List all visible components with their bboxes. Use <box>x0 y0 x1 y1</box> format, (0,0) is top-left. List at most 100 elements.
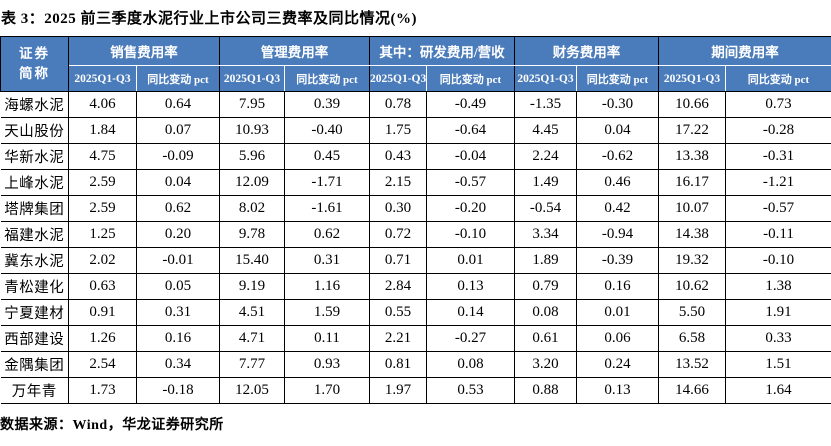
cell-r9-c1: 0.16 <box>136 325 220 352</box>
cell-r6-c6: 1.89 <box>514 247 578 274</box>
cell-r9-c3: 0.11 <box>284 325 370 352</box>
cell-r2-c5: -0.04 <box>425 143 516 170</box>
cell-r6-c3: 0.31 <box>284 247 370 274</box>
company-name: 万年青 <box>0 377 69 404</box>
cell-r7-c3: 1.16 <box>284 273 370 300</box>
cell-r1-c7: 0.04 <box>576 117 660 144</box>
cell-r8-c9: 1.91 <box>725 299 831 326</box>
cell-r2-c1: -0.09 <box>136 143 220 170</box>
cell-r5-c1: 0.20 <box>136 221 220 248</box>
cell-r4-c4: 0.30 <box>369 195 427 222</box>
cell-r1-c8: 17.22 <box>658 117 727 144</box>
cell-r11-c9: 1.64 <box>725 377 831 404</box>
cell-r2-c0: 4.75 <box>68 143 137 170</box>
cell-r4-c8: 10.07 <box>658 195 727 222</box>
cell-r10-c1: 0.34 <box>136 351 220 378</box>
cell-r2-c4: 0.43 <box>369 143 427 170</box>
sub-header-yoy-0: 同比变动 pct <box>136 65 220 92</box>
cell-r8-c0: 0.91 <box>68 299 137 326</box>
company-name: 海螺水泥 <box>0 91 69 118</box>
cell-r0-c2: 7.95 <box>219 91 285 118</box>
company-name: 金隅集团 <box>0 351 69 378</box>
company-name: 天山股份 <box>0 117 69 144</box>
cell-r2-c6: 2.24 <box>514 143 578 170</box>
cell-r6-c9: -0.10 <box>725 247 831 274</box>
cell-r10-c4: 0.81 <box>369 351 427 378</box>
cell-r9-c2: 4.71 <box>219 325 285 352</box>
cell-r6-c4: 0.71 <box>369 247 427 274</box>
cell-r9-c8: 6.58 <box>658 325 727 352</box>
cell-r5-c6: 3.34 <box>514 221 578 248</box>
cell-r9-c4: 2.21 <box>369 325 427 352</box>
cell-r6-c0: 2.02 <box>68 247 137 274</box>
cell-r7-c7: 0.16 <box>576 273 660 300</box>
sub-header-yoy-2: 同比变动 pct <box>425 65 516 92</box>
cell-r9-c7: 0.06 <box>576 325 660 352</box>
cell-r0-c8: 10.66 <box>658 91 727 118</box>
cell-r2-c8: 13.38 <box>658 143 727 170</box>
table-row-1: 天山股份 1.84 0.07 10.93 -0.40 1.75 -0.64 4.45 0.04 1… <box>0 117 831 144</box>
cell-r5-c0: 1.25 <box>68 221 137 248</box>
cell-r4-c7: 0.42 <box>576 195 660 222</box>
cell-r0-c7: -0.30 <box>576 91 660 118</box>
cell-r1-c3: -0.40 <box>284 117 370 144</box>
cell-r4-c6: -0.54 <box>514 195 578 222</box>
sub-header-row: 2025Q1-Q3 同比变动 pct 2025Q1-Q3 同比变动 pct 2025Q1… <box>1 65 831 92</box>
cell-r4-c2: 8.02 <box>219 195 285 222</box>
cell-r5-c3: 0.62 <box>284 221 370 248</box>
cell-r11-c5: 0.53 <box>425 377 516 404</box>
cell-r9-c0: 1.26 <box>68 325 137 352</box>
sub-header-yoy-3: 同比变动 pct <box>576 65 660 92</box>
sub-header-yoy-1: 同比变动 pct <box>284 65 370 92</box>
table-row-8: 宁夏建材 0.91 0.31 4.51 1.59 0.55 0.14 0.08 0.01 5.50… <box>0 299 831 326</box>
cell-r10-c0: 2.54 <box>68 351 137 378</box>
group-header-2: 其中：研发费用/营收 <box>368 36 516 66</box>
cell-r11-c3: 1.70 <box>284 377 370 404</box>
cell-r6-c8: 19.32 <box>658 247 727 274</box>
cell-r0-c3: 0.39 <box>284 91 370 118</box>
company-name: 塔牌集团 <box>0 195 69 222</box>
table-row-7: 青松建化 0.63 0.05 9.19 1.16 2.84 0.13 0.79 0.16 10.6… <box>0 273 831 300</box>
cell-r5-c7: -0.94 <box>576 221 660 248</box>
cell-r11-c4: 1.97 <box>369 377 427 404</box>
cell-r10-c2: 7.77 <box>219 351 285 378</box>
cell-r2-c9: -0.31 <box>725 143 831 170</box>
table-body: 海螺水泥 4.06 0.64 7.95 0.39 0.78 -0.49 -1.35 -0.30 1… <box>0 91 831 404</box>
cell-r1-c5: -0.64 <box>425 117 516 144</box>
cell-r6-c5: 0.01 <box>425 247 516 274</box>
cell-r8-c2: 4.51 <box>219 299 285 326</box>
table-header: 证券 简称 销售费用率 管理费用率 其中：研发费用/营收 财务费用率 期间费用率 2025… <box>0 36 831 92</box>
company-name: 冀东水泥 <box>0 247 69 274</box>
table-row-11: 万年青 1.73 -0.18 12.05 1.70 1.97 0.53 0.88 0.13 14.… <box>0 377 831 404</box>
sub-header-period-0: 2025Q1-Q3 <box>68 65 137 92</box>
table-row-3: 上峰水泥 2.59 0.04 12.09 -1.71 2.15 -0.57 1.49 0.46 1… <box>0 169 831 196</box>
cell-r3-c9: -1.21 <box>725 169 831 196</box>
cell-r11-c2: 12.05 <box>219 377 285 404</box>
cell-r7-c9: 1.38 <box>725 273 831 300</box>
cell-r1-c4: 1.75 <box>369 117 427 144</box>
cell-r7-c0: 0.63 <box>68 273 137 300</box>
cell-r9-c6: 0.61 <box>514 325 578 352</box>
cell-r0-c9: 0.73 <box>725 91 831 118</box>
cell-r6-c2: 15.40 <box>219 247 285 274</box>
cell-r7-c6: 0.79 <box>514 273 578 300</box>
company-name: 青松建化 <box>0 273 69 300</box>
cell-r7-c1: 0.05 <box>136 273 220 300</box>
cell-r11-c0: 1.73 <box>68 377 137 404</box>
cell-r0-c6: -1.35 <box>514 91 578 118</box>
cell-r1-c1: 0.07 <box>136 117 220 144</box>
company-name: 上峰水泥 <box>0 169 69 196</box>
cell-r2-c7: -0.62 <box>576 143 660 170</box>
cell-r7-c2: 9.19 <box>219 273 285 300</box>
cell-r6-c1: -0.01 <box>136 247 220 274</box>
table-row-0: 海螺水泥 4.06 0.64 7.95 0.39 0.78 -0.49 -1.35 -0.30 1… <box>0 91 831 118</box>
cell-r2-c2: 5.96 <box>219 143 285 170</box>
cell-r4-c1: 0.62 <box>136 195 220 222</box>
cell-r1-c6: 4.45 <box>514 117 578 144</box>
cell-r9-c9: 0.33 <box>725 325 831 352</box>
cell-r3-c2: 12.09 <box>219 169 285 196</box>
cell-r7-c5: 0.13 <box>425 273 516 300</box>
cell-r4-c0: 2.59 <box>68 195 137 222</box>
cell-r6-c7: -0.39 <box>576 247 660 274</box>
cell-r3-c3: -1.71 <box>284 169 370 196</box>
